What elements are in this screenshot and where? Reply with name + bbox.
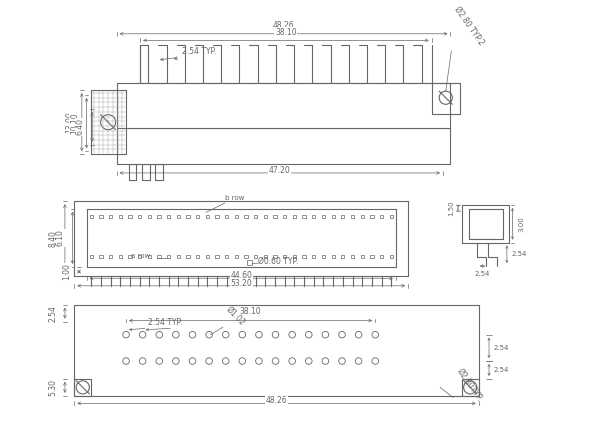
Bar	[148, 255, 151, 258]
Text: 3.00: 3.00	[518, 216, 524, 232]
Bar	[119, 255, 122, 258]
Bar	[332, 215, 335, 218]
Bar	[138, 215, 141, 218]
Text: 47.20: 47.20	[269, 166, 290, 175]
Bar	[148, 215, 151, 218]
Bar	[283, 255, 286, 258]
Bar	[187, 255, 190, 258]
Bar	[332, 255, 335, 258]
Bar	[361, 215, 364, 218]
Bar	[264, 255, 267, 258]
Text: 2.54: 2.54	[494, 367, 509, 373]
Bar	[176, 215, 180, 218]
Bar	[225, 255, 229, 258]
Bar	[187, 215, 190, 218]
Text: 44.60: 44.60	[230, 271, 252, 280]
Bar	[274, 215, 277, 218]
Bar	[215, 255, 218, 258]
Bar	[244, 255, 248, 258]
Text: 48.26: 48.26	[273, 21, 295, 30]
Bar	[196, 255, 199, 258]
Bar	[341, 215, 344, 218]
Bar	[128, 255, 131, 258]
Bar	[254, 215, 257, 218]
Text: 10.10: 10.10	[70, 112, 79, 134]
Text: b row: b row	[225, 195, 244, 201]
Text: Ø2.80 TYP.2: Ø2.80 TYP.2	[452, 5, 485, 47]
Bar	[89, 255, 93, 258]
Bar	[157, 255, 161, 258]
Bar	[274, 255, 277, 258]
Text: 38.10: 38.10	[240, 307, 262, 316]
Text: 6.40: 6.40	[76, 118, 85, 135]
Bar	[109, 215, 112, 218]
Bar	[254, 255, 257, 258]
Text: a row: a row	[131, 253, 150, 259]
Bar	[206, 255, 209, 258]
Bar	[128, 215, 131, 218]
Bar	[389, 255, 393, 258]
Bar	[206, 215, 209, 218]
Text: Ø2.80TYP.: Ø2.80TYP.	[455, 366, 484, 403]
Bar	[99, 255, 103, 258]
Bar	[293, 215, 296, 218]
Text: 2.54 TYP.: 2.54 TYP.	[148, 318, 182, 327]
Text: 1.00: 1.00	[62, 263, 71, 280]
Bar	[225, 215, 229, 218]
Text: 48.26: 48.26	[266, 396, 287, 405]
Bar	[215, 215, 218, 218]
Text: 6.10: 6.10	[56, 229, 65, 246]
Text: 8.40: 8.40	[49, 230, 58, 247]
Bar	[293, 255, 296, 258]
Bar	[312, 215, 316, 218]
Bar	[351, 255, 354, 258]
Bar	[244, 215, 248, 218]
Bar	[351, 215, 354, 218]
Bar	[89, 215, 93, 218]
Text: Ø0.60 TYP.: Ø0.60 TYP.	[257, 257, 298, 266]
Bar	[99, 215, 103, 218]
Bar	[302, 215, 306, 218]
Text: 38.10: 38.10	[275, 28, 297, 37]
Text: 13.00: 13.00	[65, 111, 74, 133]
Text: 2.54: 2.54	[49, 305, 58, 321]
Bar	[283, 215, 286, 218]
Bar	[380, 215, 383, 218]
Text: 2.54: 2.54	[512, 251, 527, 257]
Bar	[167, 215, 170, 218]
Bar	[380, 255, 383, 258]
Text: 53.20: 53.20	[230, 279, 252, 288]
Bar	[247, 260, 252, 265]
Bar	[264, 215, 267, 218]
Text: 2.54: 2.54	[494, 345, 509, 351]
Text: 2.54 TYP.: 2.54 TYP.	[182, 48, 217, 57]
Bar	[196, 215, 199, 218]
Text: 5.30: 5.30	[49, 379, 58, 396]
Bar	[302, 255, 306, 258]
Bar	[322, 255, 325, 258]
Bar	[235, 255, 238, 258]
Bar	[389, 215, 393, 218]
Text: Ø1.02: Ø1.02	[225, 305, 247, 327]
Bar	[370, 215, 374, 218]
Bar	[138, 255, 141, 258]
Bar	[370, 255, 374, 258]
Bar	[235, 215, 238, 218]
Text: 1.50: 1.50	[448, 200, 454, 216]
Bar	[341, 255, 344, 258]
Text: 2.54: 2.54	[475, 271, 490, 277]
Bar	[322, 215, 325, 218]
Bar	[361, 255, 364, 258]
Bar	[157, 215, 161, 218]
Bar	[167, 255, 170, 258]
Bar	[109, 255, 112, 258]
Bar	[119, 215, 122, 218]
Bar	[312, 255, 316, 258]
Bar	[176, 255, 180, 258]
